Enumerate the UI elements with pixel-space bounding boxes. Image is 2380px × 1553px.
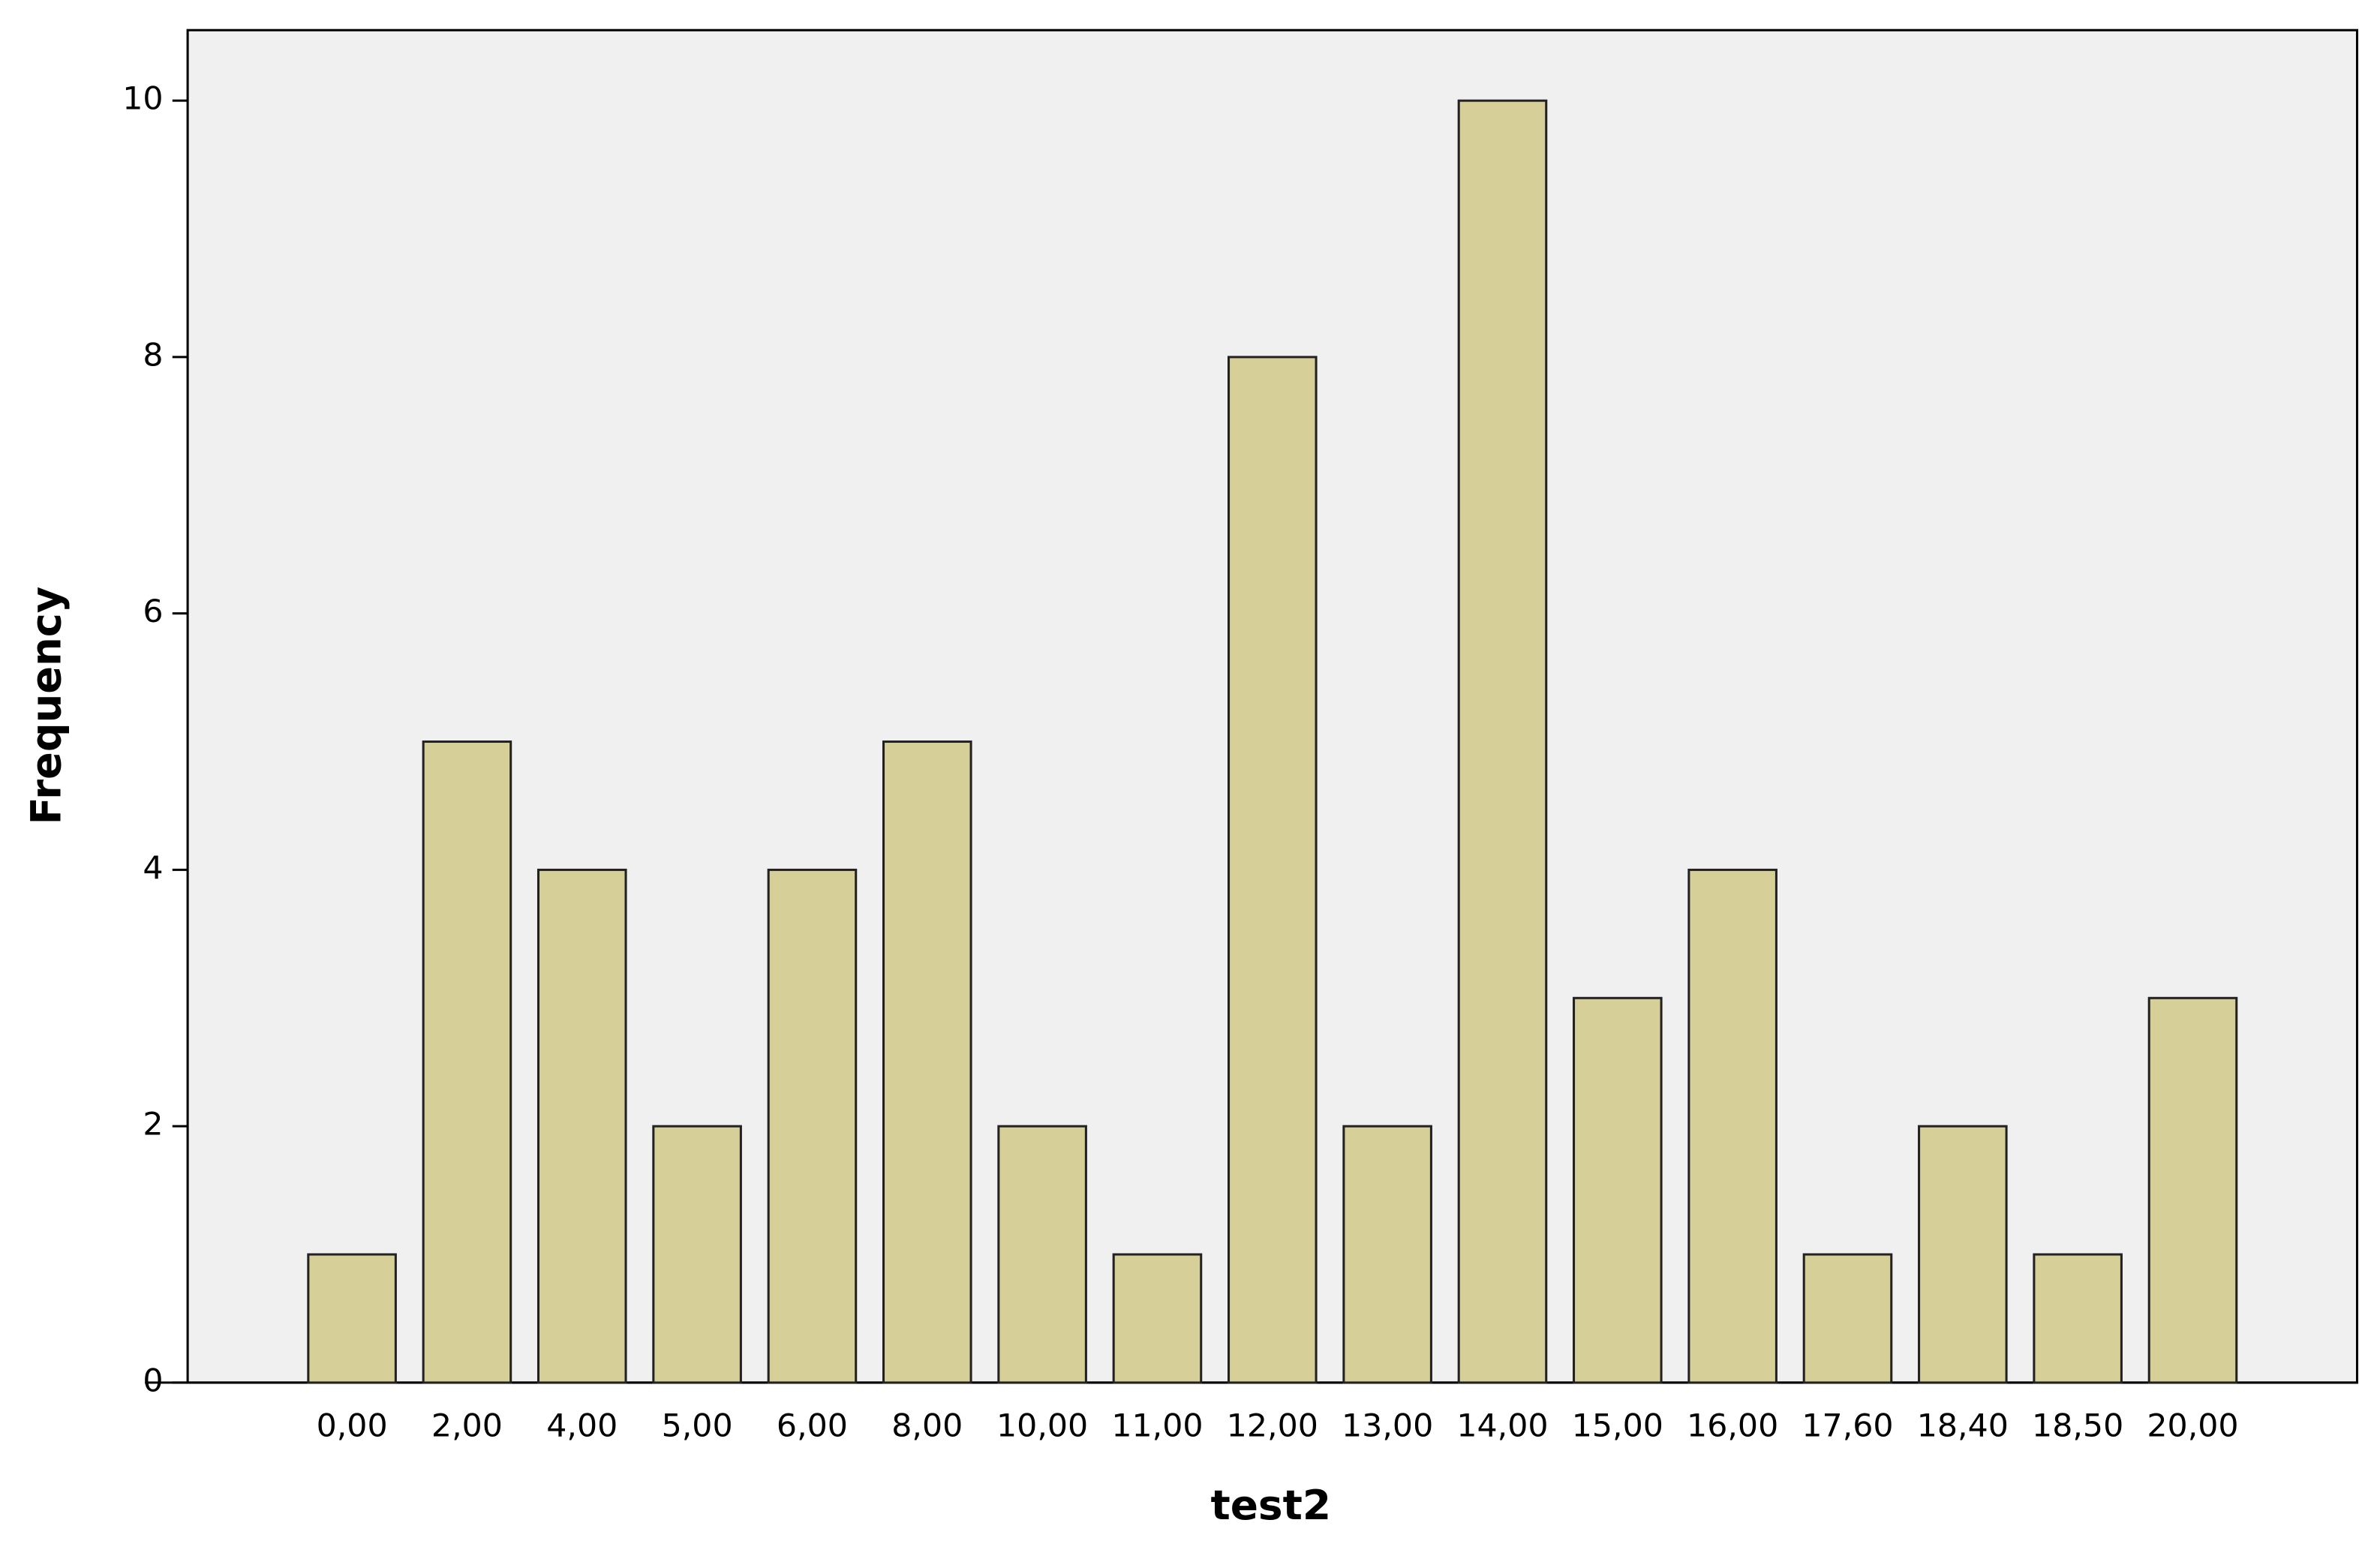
bar [1687, 868, 1777, 1384]
bar [1918, 1125, 2008, 1384]
x-tick-label: 6,00 [777, 1408, 848, 1445]
y-tick-label: 2 [143, 1107, 163, 1143]
bar [652, 1125, 742, 1384]
bar [997, 1125, 1087, 1384]
x-tick-label: 20,00 [2147, 1408, 2238, 1445]
bar [882, 740, 972, 1384]
x-tick-label: 5,00 [662, 1408, 733, 1445]
x-tick-label: 15,00 [1572, 1408, 1663, 1445]
bar [2147, 996, 2238, 1384]
bar [767, 868, 858, 1384]
x-tick-label: 18,40 [1917, 1408, 2009, 1445]
x-tick-label: 4,00 [546, 1408, 618, 1445]
bar [2033, 1253, 2123, 1384]
x-tick-label: 10,00 [996, 1408, 1088, 1445]
y-tick-label: 10 [122, 81, 163, 118]
y-tick-label: 8 [143, 338, 163, 374]
x-axis-title: test2 [1210, 1481, 1331, 1529]
y-tick-label: 4 [143, 850, 163, 887]
bar [1112, 1253, 1203, 1384]
bar [1802, 1253, 1893, 1384]
bar [536, 868, 627, 1384]
y-tick-label: 0 [143, 1363, 163, 1400]
bar [1228, 356, 1318, 1384]
x-tick-label: 13,00 [1342, 1408, 1433, 1445]
bar [307, 1253, 397, 1384]
x-tick-label: 18,50 [2032, 1408, 2123, 1445]
x-tick-label: 17,60 [1802, 1408, 1893, 1445]
x-tick-label: 8,00 [891, 1408, 963, 1445]
x-tick-label: 0,00 [317, 1408, 388, 1445]
x-tick-label: 11,00 [1111, 1408, 1203, 1445]
bar [1457, 99, 1548, 1384]
bar [1342, 1125, 1432, 1384]
bar [1573, 996, 1663, 1384]
bar [422, 740, 512, 1384]
x-tick-label: 14,00 [1456, 1408, 1548, 1445]
x-tick-label: 12,00 [1227, 1408, 1318, 1445]
x-tick-label: 16,00 [1687, 1408, 1778, 1445]
x-tick-label: 2,00 [431, 1408, 503, 1445]
y-axis-title: Frequency [22, 587, 70, 825]
y-tick-label: 6 [143, 593, 163, 630]
